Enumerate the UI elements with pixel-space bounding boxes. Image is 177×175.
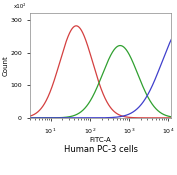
Title: Human PC-3 cells: Human PC-3 cells bbox=[64, 145, 138, 154]
X-axis label: FITC-A: FITC-A bbox=[90, 137, 112, 143]
Y-axis label: Count: Count bbox=[3, 55, 9, 76]
Text: x10²: x10² bbox=[13, 4, 26, 9]
